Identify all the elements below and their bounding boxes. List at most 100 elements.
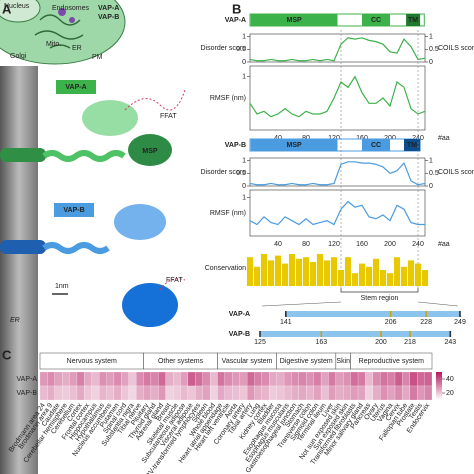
- heat-cell: [195, 385, 203, 401]
- conservation-bar: [316, 254, 324, 286]
- domain: [362, 14, 390, 26]
- heat-cell: [298, 371, 307, 387]
- heat-cell: [84, 371, 92, 387]
- heat-cell: [99, 385, 107, 401]
- axis-label: RMSF (nm): [210, 210, 246, 217]
- conservation-bar: [407, 260, 415, 286]
- conservation-bar: [274, 255, 282, 286]
- heat-cell: [158, 385, 166, 401]
- heat-cell: [328, 371, 336, 387]
- conservation-bar: [414, 263, 422, 286]
- domain: [250, 139, 338, 151]
- vap-b-coil: [42, 242, 110, 254]
- er-network: [34, 14, 84, 49]
- conservation-bar: [246, 257, 254, 286]
- protein-name: VAP-B: [229, 331, 250, 338]
- cell-label: ER: [72, 45, 82, 52]
- position-label: 206: [385, 319, 397, 326]
- heat-cell: [269, 371, 277, 387]
- heat-cell: [306, 371, 314, 387]
- heat-cell: [283, 385, 292, 401]
- position-label: 141: [280, 319, 292, 326]
- cell-label: Nucleus: [4, 3, 30, 10]
- heat-cell: [343, 371, 351, 387]
- conservation-bar: [281, 263, 289, 286]
- heat-cell: [424, 371, 433, 387]
- heat-cell: [47, 385, 55, 401]
- position-label: 200: [375, 339, 387, 346]
- x-tick-label: 40: [274, 135, 282, 142]
- domain: [404, 139, 421, 151]
- colorbar: [436, 372, 442, 400]
- y2-axis-label: COILS score: [438, 169, 474, 176]
- heat-cell: [91, 371, 100, 387]
- heat-cell: [246, 371, 255, 387]
- heat-cell: [409, 371, 418, 387]
- cell-label: Endosomes: [52, 5, 89, 12]
- protein-name: VAP-A: [225, 17, 246, 24]
- er-membrane: [0, 66, 38, 474]
- vap-a-msp-surface: [128, 134, 172, 166]
- heat-cell: [62, 385, 70, 401]
- y2-axis-label: COILS score: [438, 45, 474, 52]
- heat-cell: [224, 385, 233, 401]
- x-unit: #aa: [438, 135, 450, 142]
- heat-cell: [254, 385, 262, 401]
- heat-cell: [76, 385, 85, 401]
- conservation-bar: [253, 266, 261, 286]
- heat-cell: [39, 385, 48, 401]
- heat-cell: [394, 385, 403, 401]
- conservation-bar: [260, 254, 268, 286]
- heat-cell: [187, 385, 196, 401]
- heat-cell: [276, 385, 285, 401]
- conservation-bar: [372, 258, 380, 286]
- y2-tick-label: 0: [429, 59, 433, 66]
- er-label: ER: [10, 317, 20, 324]
- position-label: 125: [254, 339, 266, 346]
- stem-label: Stem region: [361, 295, 399, 302]
- heat-cell: [121, 371, 129, 387]
- heat-cell: [320, 371, 329, 387]
- row-label: VAP-B: [17, 390, 38, 397]
- heat-cell: [113, 371, 122, 387]
- stem-bar: [285, 311, 460, 317]
- vap-a-badge: [56, 80, 96, 94]
- axis-label: Disorder score: [200, 45, 246, 52]
- conservation-bar: [330, 257, 338, 286]
- heat-cell: [195, 371, 203, 387]
- heat-cell: [106, 371, 115, 387]
- heat-cell: [232, 385, 240, 401]
- y-tick-label: 1: [242, 157, 246, 164]
- conservation-bar: [421, 270, 429, 286]
- x-tick-label: 240: [412, 241, 424, 248]
- rmsf-line: [249, 200, 425, 226]
- heat-cell: [84, 385, 92, 401]
- ffat-peptide: [124, 89, 186, 111]
- heat-cell: [372, 385, 381, 401]
- heat-cell: [380, 385, 388, 401]
- panel-label: C: [2, 347, 12, 362]
- y-tick-label: 0.5: [236, 170, 246, 177]
- panel-label: A: [2, 1, 12, 16]
- y2-tick-label: 0.5: [429, 46, 439, 53]
- rmsf-line: [249, 75, 426, 118]
- heat-cell: [91, 385, 100, 401]
- conservation-bar: [295, 258, 303, 286]
- heat-cell: [365, 371, 373, 387]
- plot-frame: [249, 33, 426, 63]
- heat-cell: [232, 371, 240, 387]
- heat-cell: [372, 371, 381, 387]
- heat-cell: [54, 385, 63, 401]
- heat-cell: [313, 385, 322, 401]
- plot-frame: [249, 157, 426, 187]
- domain-label: TM: [408, 17, 418, 24]
- domain-label: MSP: [287, 17, 303, 24]
- heat-cell: [217, 385, 226, 401]
- heat-cell: [173, 371, 181, 387]
- heat-cell: [128, 371, 137, 387]
- domain: [406, 14, 421, 26]
- heat-cell: [335, 371, 344, 387]
- heat-cell: [313, 371, 322, 387]
- conservation-bar: [351, 273, 359, 286]
